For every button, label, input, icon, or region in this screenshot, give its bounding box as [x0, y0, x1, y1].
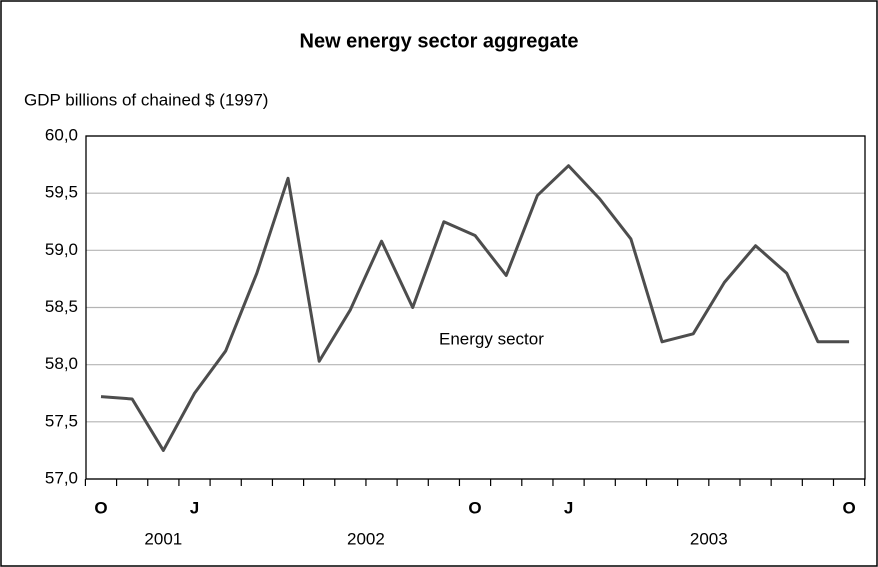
- y-tick-label: 59,5: [45, 183, 78, 202]
- y-tick-label: 57,0: [45, 468, 78, 487]
- y-tick-label: 57,5: [45, 411, 78, 430]
- year-label: 2001: [144, 529, 182, 548]
- chart-title: New energy sector aggregate: [300, 30, 579, 52]
- x-tick-label: O: [94, 498, 107, 517]
- series-label: Energy sector: [439, 329, 544, 348]
- y-axis-label: GDP billions of chained $ (1997): [24, 90, 268, 109]
- year-label: 2003: [690, 529, 728, 548]
- x-tick-label: O: [468, 498, 481, 517]
- plot-frame: [85, 135, 866, 480]
- y-tick-label: 58,0: [45, 354, 78, 373]
- year-label: 2002: [347, 529, 385, 548]
- y-tick-label: 59,0: [45, 240, 78, 259]
- x-tick-label: J: [564, 498, 573, 517]
- x-tick-label: O: [842, 498, 855, 517]
- y-tick-label: 60,0: [45, 125, 78, 144]
- x-tick-label: J: [190, 498, 199, 517]
- series-line: [100, 164, 850, 452]
- y-tick-label: 58,5: [45, 297, 78, 316]
